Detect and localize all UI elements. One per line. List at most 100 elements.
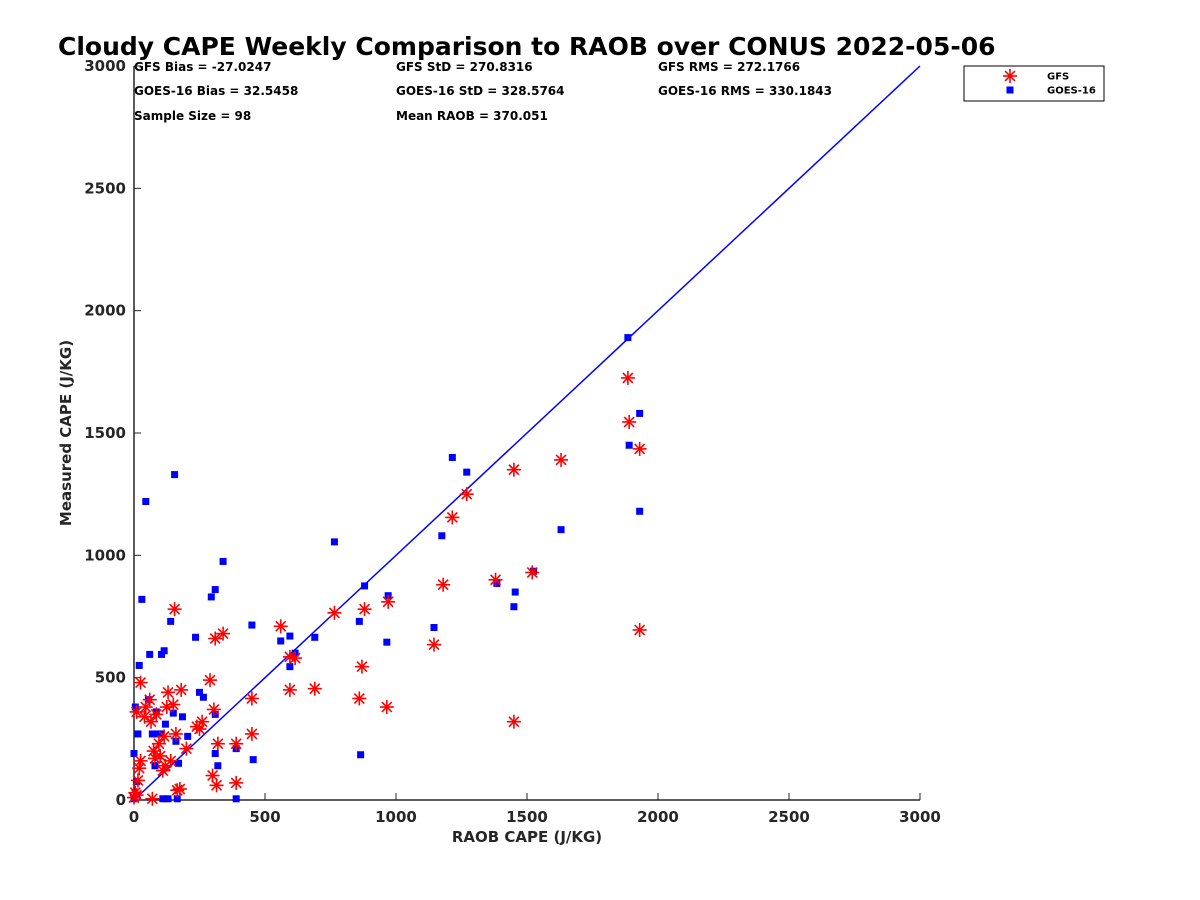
gfs-point <box>128 785 143 800</box>
gfs-point <box>133 675 148 690</box>
one-to-one-reference-line <box>133 65 921 801</box>
gfs-point <box>145 791 160 806</box>
x-tick-label: 500 <box>249 808 280 826</box>
gfs-point <box>157 729 172 744</box>
data-points <box>127 334 647 806</box>
goes-16-point <box>151 762 159 770</box>
legend-gfs-marker <box>1003 69 1017 83</box>
goes-16-point <box>463 468 471 476</box>
goes-16-point <box>167 617 175 625</box>
stat-text: GOES-16 StD = 328.5764 <box>396 84 565 98</box>
gfs-point <box>179 741 194 756</box>
gfs-point <box>142 692 157 707</box>
goes-16-point <box>511 588 519 596</box>
goes-16-point <box>383 638 391 646</box>
goes-16-point <box>134 730 142 738</box>
legend-box <box>963 65 1105 102</box>
stat-text: GOES-16 Bias = 32.5458 <box>134 84 298 98</box>
gfs-point <box>381 594 396 609</box>
gfs-point <box>149 707 164 722</box>
goes-16-point <box>184 732 192 740</box>
stats-panel: GFS Bias = -27.0247 GFS StD = 270.8316 GFS… <box>134 60 832 123</box>
gfs-point <box>166 697 181 712</box>
gfs-point <box>632 622 647 637</box>
gfs-point <box>138 700 153 715</box>
y-tick-label: 2500 <box>84 179 126 197</box>
gfs-point <box>327 605 342 620</box>
goes-16-point <box>510 603 518 611</box>
gfs-point <box>216 626 231 641</box>
goes-16-point <box>130 750 138 758</box>
goes-16-point <box>160 647 168 655</box>
y-tick-label: 0 <box>116 791 126 809</box>
gfs-point <box>436 577 451 592</box>
goes-16-point <box>286 663 294 671</box>
goes-16-point <box>249 756 257 764</box>
axis-ticks: 0 500 1000 1500 2000 2500 3000 0 500 1000 1500 2000… <box>84 57 941 826</box>
goes-16-point <box>142 498 150 506</box>
x-tick-label: 1000 <box>375 808 417 826</box>
goes-16-point <box>311 633 319 641</box>
legend: GFS GOES-16 <box>963 65 1105 102</box>
gfs-point <box>159 700 174 715</box>
goes-16-point <box>277 637 285 645</box>
goes-16-point <box>169 709 177 717</box>
stat-text: Sample Size = 98 <box>134 109 251 123</box>
gfs-point <box>168 726 183 741</box>
goes-16-point <box>175 759 183 767</box>
gfs-point <box>459 487 474 502</box>
goes-16-point <box>625 441 633 449</box>
goes-16-point <box>196 688 203 696</box>
gfs-point <box>445 510 460 525</box>
stat-text: GFS Bias = -27.0247 <box>134 60 271 74</box>
y-axis-label: Measured CAPE (J/KG) <box>57 340 75 526</box>
goes-16-point <box>199 693 207 701</box>
goes-16-point <box>438 532 446 540</box>
stat-text: Mean RAOB = 370.051 <box>396 109 548 123</box>
gfs-point <box>288 651 303 666</box>
gfs-point <box>244 691 259 706</box>
goes-16-point <box>286 632 294 640</box>
gfs-point <box>426 637 441 652</box>
goes-16-point <box>173 795 181 803</box>
gfs-point <box>488 572 503 587</box>
gfs-point <box>506 462 521 477</box>
gfs-point <box>153 748 168 763</box>
goes-16-point <box>138 595 146 603</box>
gfs-point <box>144 714 159 729</box>
gfs-point <box>161 685 176 700</box>
gfs-point <box>167 602 182 617</box>
goes-16-point <box>148 730 156 738</box>
gfs-point <box>172 781 187 796</box>
gfs-point <box>632 441 647 456</box>
gfs-point <box>174 682 189 697</box>
gfs-point <box>208 631 223 646</box>
goes-16-point <box>158 650 166 658</box>
gfs-point <box>229 775 244 790</box>
gfs-point <box>133 753 148 768</box>
gfs-point <box>506 714 521 729</box>
stat-text: GOES-16 RMS = 330.1843 <box>658 84 832 98</box>
goes-16-point <box>164 795 172 803</box>
goes-16-point <box>156 730 164 738</box>
x-tick-label: 2000 <box>637 808 679 826</box>
stat-text: GFS StD = 270.8316 <box>396 60 533 74</box>
goes-16-point <box>493 579 501 587</box>
gfs-point <box>357 602 372 617</box>
x-tick-label: 0 <box>129 808 139 826</box>
gfs-point <box>352 691 367 706</box>
y-tick-label: 2000 <box>84 302 126 320</box>
goes-16-point <box>214 762 222 770</box>
gfs-point <box>209 778 224 793</box>
goes-16-point <box>636 409 644 417</box>
y-tick-label: 1000 <box>84 546 126 564</box>
gfs-point <box>282 682 297 697</box>
gfs-point <box>130 773 145 788</box>
goes-16-point <box>146 650 154 658</box>
gfs-point <box>202 673 217 688</box>
goes-16-point <box>361 582 369 590</box>
y-tick-label: 1500 <box>84 424 126 442</box>
chart-title: Cloudy CAPE Weekly Comparison to RAOB ov… <box>58 32 996 61</box>
goes-16-point <box>211 710 219 718</box>
